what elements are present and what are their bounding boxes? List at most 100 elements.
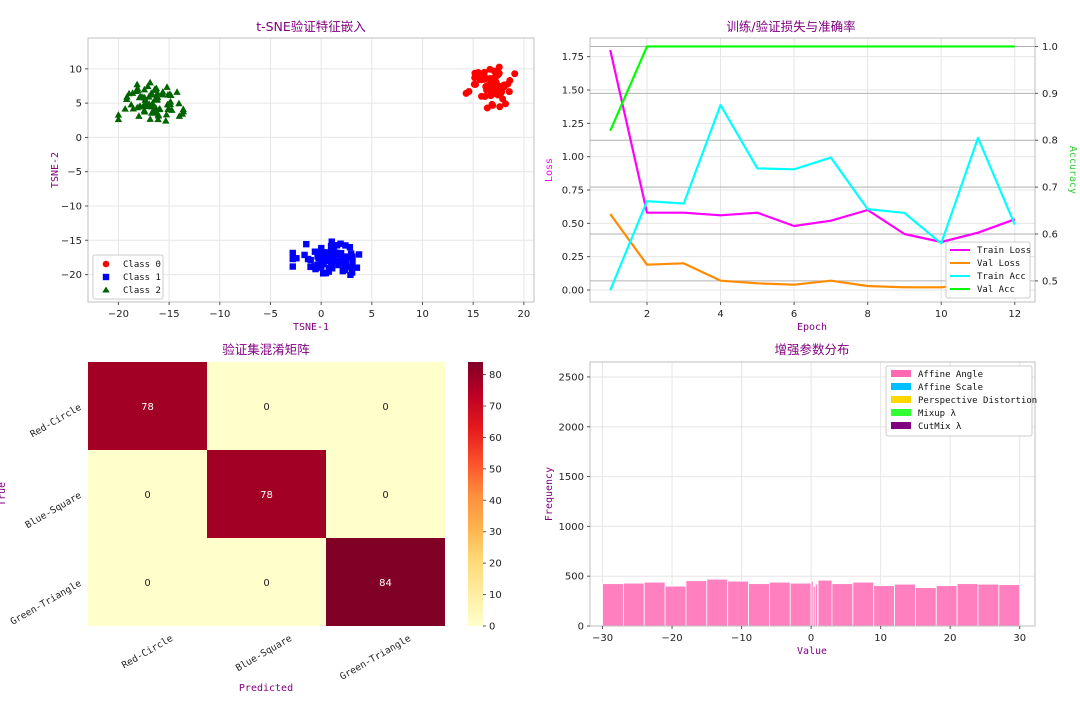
aug-xtick-label: −10: [731, 633, 752, 644]
histogram-bar: [831, 583, 854, 627]
tsne-point-class-1: [328, 238, 335, 245]
tsne-point-class-0: [483, 104, 491, 112]
tsne-point-class-2: [145, 93, 153, 100]
tsne-ytick-label: −5: [67, 167, 82, 178]
curves-y2tick-label: 0.6: [1042, 230, 1058, 241]
tsne-ytick-label: −20: [61, 270, 82, 281]
tsne-point-class-0: [505, 88, 513, 96]
tsne-point-class-1: [311, 248, 319, 255]
tsne-point-class-1: [337, 240, 344, 247]
curves-xtick-label: 8: [864, 309, 870, 320]
tsne-x-label: TSNE-1: [293, 322, 329, 333]
histogram-bar: [664, 585, 687, 627]
confusion-col-label: Red-Circle: [120, 633, 175, 671]
confusion-cell-value: 0: [263, 402, 269, 413]
tsne-point-class-0: [471, 69, 479, 77]
confusion-col-labels: Red-Circle Blue-Square Green-Triangle: [120, 633, 413, 683]
tsne-point-class-1: [329, 265, 336, 272]
confusion-cell: [88, 362, 207, 450]
aug-y-ticks: 0 500 1000 1500 2000 2500: [559, 372, 590, 633]
histogram-bar: [768, 581, 791, 627]
colorbar-tick-label: 0: [489, 622, 495, 633]
tsne-point-class-2: [144, 82, 152, 90]
tsne-point-class-1: [289, 263, 296, 270]
curves-ytick-label: 1.75: [562, 52, 584, 63]
tsne-point-class-0: [511, 70, 519, 78]
confusion-cell-value: 0: [144, 578, 150, 589]
histogram-bar: [915, 587, 937, 627]
tsne-point-class-1: [303, 240, 310, 248]
tsne-point-class-0: [495, 63, 503, 71]
tsne-xtick-label: 10: [416, 309, 429, 320]
histogram-bar: [727, 580, 749, 627]
curves-y2tick-label: 0.9: [1042, 89, 1058, 100]
colorbar-tick-label: 60: [489, 433, 502, 444]
tsne-point-class-2: [144, 102, 152, 110]
tsne-point-class-2: [133, 80, 141, 88]
histogram-bar: [685, 580, 708, 627]
confusion-row-label: Blue-Square: [24, 490, 84, 531]
tsne-point-class-2: [154, 115, 162, 123]
tsne-legend: Class 0 Class 1 Class 2: [92, 254, 164, 300]
tsne-point-class-1: [321, 250, 329, 258]
tsne-point-class-1: [307, 263, 314, 271]
tsne-point-class-2: [151, 95, 159, 103]
aug-xtick-label: 30: [1013, 633, 1026, 644]
curves-legend: Train Loss Val Loss Train Acc Val Acc: [945, 241, 1031, 299]
colorbar-tick-label: 70: [489, 402, 502, 413]
legend-label-affine-scale: Affine Scale: [918, 383, 983, 393]
tsne-ytick-label: 5: [76, 99, 82, 110]
tsne-title: t-SNE验证特征嵌入: [256, 19, 366, 34]
tsne-point-class-2: [146, 115, 154, 122]
confusion-x-label: Predicted: [239, 683, 293, 694]
tsne-point-class-2: [173, 88, 181, 95]
confusion-cell: [207, 538, 326, 626]
aug-ytick-label: 1000: [559, 522, 584, 533]
tsne-point-class-2: [121, 105, 129, 112]
tsne-point-class-1: [349, 253, 356, 260]
aug-x-label: Value: [797, 646, 827, 657]
tsne-point-class-2: [140, 107, 149, 115]
colorbar-tick-label: 30: [489, 527, 502, 538]
tsne-point-class-1: [335, 261, 342, 269]
confusion-col-label: Green-Triangle: [338, 633, 413, 683]
tsne-xtick-label: 5: [369, 309, 375, 320]
histogram-bar: [894, 583, 916, 627]
tsne-xtick-label: −5: [263, 309, 278, 320]
colorbar-tick-label: 10: [489, 590, 502, 601]
histogram-bar: [789, 582, 812, 627]
tsne-point-class-1: [328, 259, 336, 267]
tsne-xtick-label: 20: [517, 309, 530, 320]
tsne-point-class-1: [349, 258, 356, 266]
curves-y-ticks: 0.00 0.25 0.50 0.75 1.00 1.25 1.50 1.75: [562, 52, 590, 297]
tsne-point-class-0: [488, 91, 496, 99]
tsne-point-class-2: [114, 111, 123, 118]
legend-label-class-2: Class 2: [123, 286, 161, 296]
curves-ytick-label: 1.25: [562, 119, 584, 130]
tsne-point-class-1: [347, 271, 354, 279]
tsne-point-class-2: [128, 89, 137, 96]
tsne-y-ticks: −20 −15 −10 −5 0 5 10: [61, 64, 88, 281]
tsne-y-label: TSNE-2: [50, 152, 61, 188]
tsne-frame: [87, 37, 535, 303]
aug-ytick-label: 1500: [559, 472, 584, 483]
curves-y2tick-label: 1.0: [1042, 42, 1058, 53]
confusion-cell-value: 0: [382, 402, 388, 413]
tsne-point-class-2: [166, 90, 174, 97]
confusion-cells: 78 0 0 0 78 0 0 0 84: [88, 362, 445, 626]
aug-xtick-label: 0: [808, 633, 814, 644]
tsne-point-class-1: [320, 261, 327, 268]
augmentation-panel: 增强参数分布 −30 −20 −10 0 10 20 30 0 500 1000 1500 2000…: [544, 342, 1037, 657]
tsne-point-class-0: [470, 80, 478, 88]
histogram-bar: [817, 579, 833, 627]
histogram-bar: [998, 584, 1021, 627]
histogram-bar: [873, 585, 895, 627]
curves-x-label: Epoch: [797, 322, 827, 333]
legend-label-train-acc: Train Acc: [977, 272, 1026, 282]
tsne-point-class-2: [151, 85, 159, 92]
confusion-y-label: True: [0, 482, 8, 506]
curves-x-ticks: 2 4 6 8 10 12: [644, 302, 1021, 320]
aug-xtick-label: 10: [874, 633, 887, 644]
confusion-row-labels: Red-Circle Blue-Square Green-Triangle: [9, 402, 84, 628]
